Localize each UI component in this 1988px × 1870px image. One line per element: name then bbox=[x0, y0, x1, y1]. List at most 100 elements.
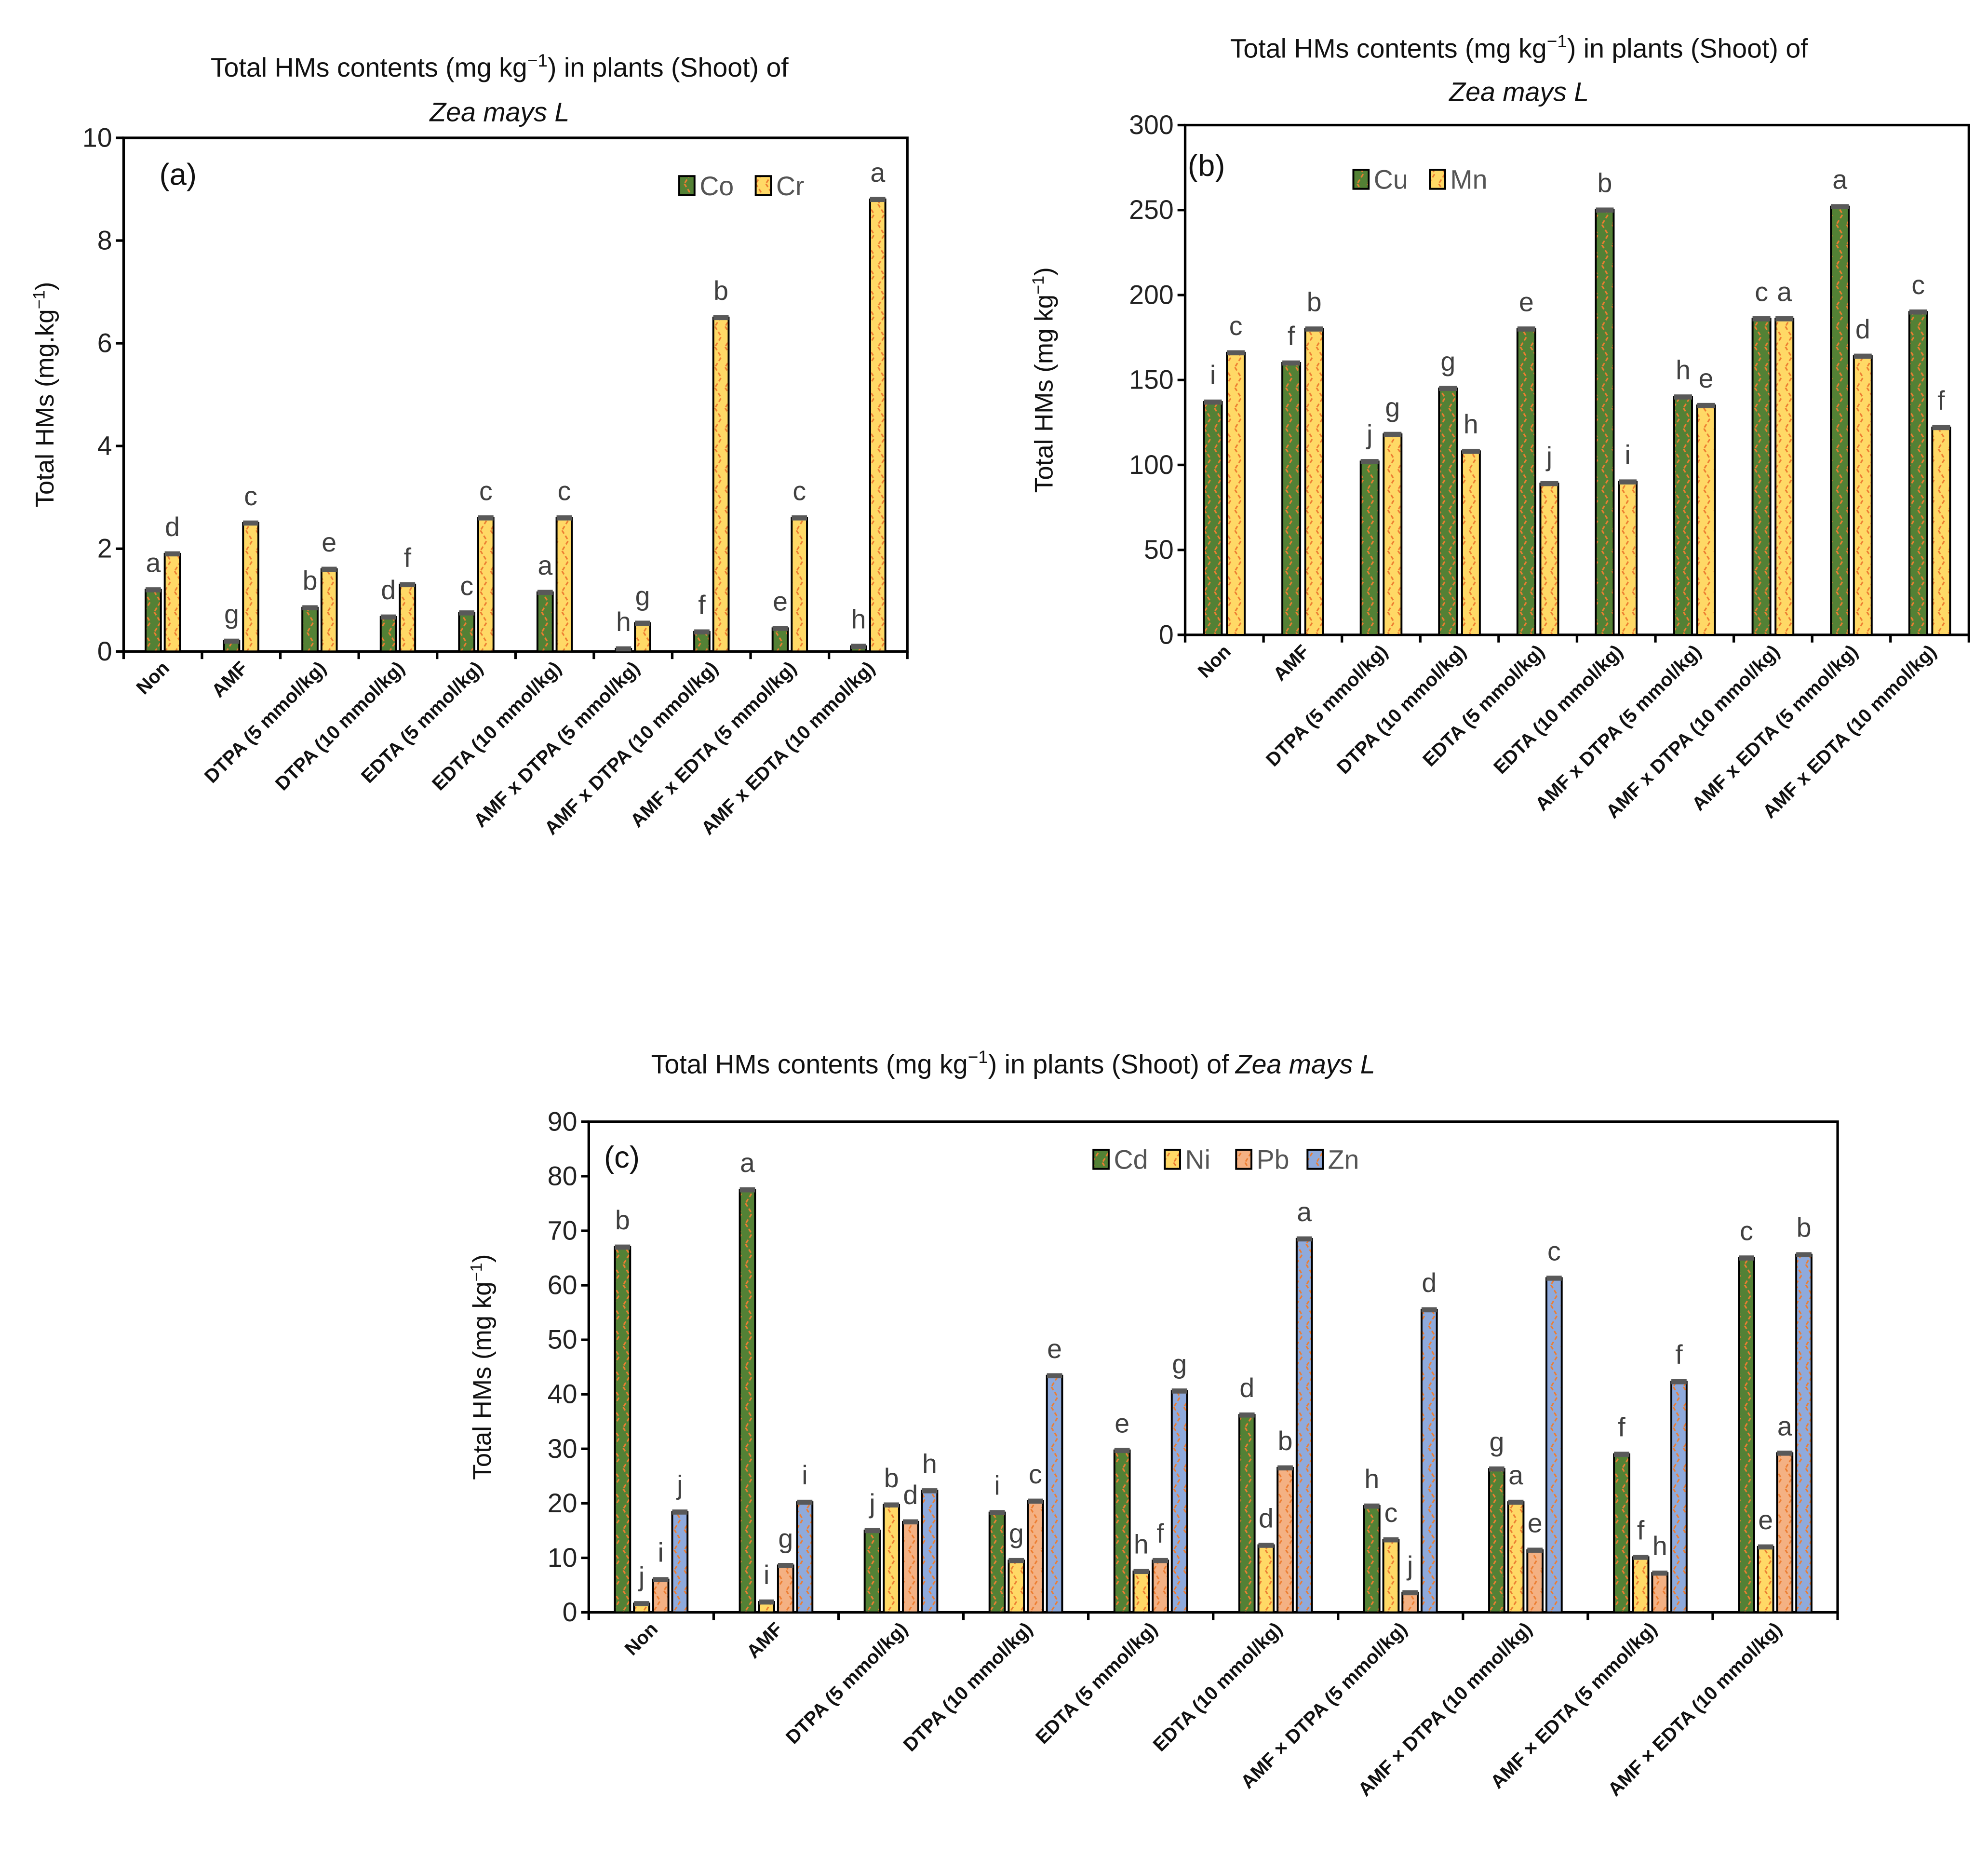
significance-letter: d bbox=[165, 512, 180, 542]
error-bar bbox=[224, 638, 240, 644]
bar-pb bbox=[1776, 1452, 1794, 1614]
plot-area bbox=[587, 1120, 1839, 1614]
error-bar bbox=[616, 646, 631, 652]
error-bar bbox=[1227, 350, 1245, 356]
error-bar bbox=[884, 1502, 900, 1508]
bar-cu bbox=[1830, 205, 1850, 636]
significance-letter: a bbox=[1297, 1197, 1312, 1227]
error-bar bbox=[302, 605, 318, 611]
error-bar bbox=[713, 315, 729, 321]
error-bar bbox=[1633, 1555, 1649, 1560]
error-bar bbox=[1540, 481, 1558, 486]
significance-letter: j bbox=[1406, 1551, 1413, 1581]
significance-letter: h bbox=[922, 1449, 937, 1479]
legend-swatch-zn bbox=[1306, 1148, 1324, 1170]
y-tick-label: 80 bbox=[548, 1161, 578, 1191]
significance-letter: i bbox=[802, 1460, 807, 1490]
significance-letter: g bbox=[1440, 347, 1455, 377]
significance-letter: e bbox=[1115, 1409, 1129, 1439]
bar-zn bbox=[1545, 1277, 1563, 1614]
error-bar bbox=[459, 610, 475, 616]
error-bar bbox=[1171, 1388, 1187, 1394]
error-bar bbox=[672, 1509, 688, 1515]
significance-letter: i bbox=[994, 1471, 1000, 1501]
y-label-superscript: −1 bbox=[30, 290, 49, 309]
x-tick-label: Non bbox=[1194, 641, 1235, 682]
significance-letter: c bbox=[793, 476, 806, 506]
y-tick-label: 50 bbox=[1144, 535, 1174, 565]
chart-title: Total HMs contents (mg kg−1) in plants (… bbox=[211, 50, 789, 82]
bar-mn bbox=[1304, 328, 1324, 636]
y-tick-label: 4 bbox=[97, 431, 112, 461]
bar-cu bbox=[1281, 362, 1302, 636]
bar-pb bbox=[1526, 1549, 1544, 1614]
bar-ni bbox=[1757, 1546, 1774, 1614]
significance-letter: a bbox=[740, 1148, 755, 1178]
x-tick-label: Non bbox=[620, 1618, 662, 1660]
error-bar bbox=[1517, 326, 1535, 332]
significance-letter: e bbox=[1047, 1334, 1062, 1364]
x-tick-label: EDTA (10 mmol/kg) bbox=[428, 658, 565, 795]
significance-letter: g bbox=[1009, 1519, 1024, 1548]
bar-mn bbox=[1383, 433, 1403, 636]
error-bar bbox=[1596, 207, 1614, 213]
y-tick-label: 70 bbox=[548, 1215, 578, 1245]
significance-letter: j bbox=[638, 1561, 645, 1591]
bar-cd bbox=[1738, 1257, 1755, 1614]
bar-ni bbox=[1382, 1539, 1400, 1614]
bar-cr bbox=[320, 568, 338, 653]
error-bar bbox=[1402, 1590, 1418, 1596]
error-bar bbox=[400, 582, 416, 588]
y-tick-label: 100 bbox=[1129, 450, 1174, 480]
significance-letter: h bbox=[851, 605, 866, 634]
significance-letter: d bbox=[903, 1480, 918, 1510]
error-bar bbox=[1546, 1276, 1562, 1281]
bar-zn bbox=[1670, 1381, 1688, 1614]
error-bar bbox=[851, 644, 866, 649]
bar-mn bbox=[1461, 450, 1481, 636]
significance-letter: e bbox=[773, 586, 788, 616]
significance-letter: b bbox=[1598, 168, 1612, 198]
significance-letter: c bbox=[1229, 311, 1243, 341]
y-tick-label: 40 bbox=[548, 1379, 578, 1409]
error-bar bbox=[1758, 1544, 1773, 1550]
bar-ni bbox=[1007, 1560, 1025, 1614]
x-tick-label: Non bbox=[132, 658, 174, 699]
error-bar bbox=[1932, 425, 1950, 431]
error-bar bbox=[1364, 1503, 1380, 1509]
significance-letter: h bbox=[1464, 409, 1478, 439]
legend-swatch-ni bbox=[1164, 1148, 1181, 1170]
bar-cd bbox=[1238, 1414, 1256, 1614]
bar-co bbox=[771, 627, 789, 653]
legend-swatch-mn bbox=[1429, 169, 1446, 190]
bar-cu bbox=[1673, 396, 1693, 636]
bar-mn bbox=[1774, 318, 1795, 636]
bar-cd bbox=[739, 1189, 756, 1614]
chart-b: Total HMs contents (mg kg−1) in plants (… bbox=[1029, 31, 1970, 822]
title-species: Zea mays L bbox=[429, 97, 569, 127]
x-tick-label: AMF bbox=[742, 1618, 787, 1663]
bar-cd bbox=[863, 1529, 881, 1614]
y-label-text: ) bbox=[31, 282, 59, 291]
bar-cd bbox=[1613, 1453, 1630, 1614]
significance-letter: b bbox=[615, 1205, 630, 1235]
error-bar bbox=[380, 614, 396, 620]
legend-label: Cr bbox=[776, 171, 805, 201]
y-label-superscript: −1 bbox=[1029, 276, 1048, 295]
bar-co bbox=[301, 606, 319, 653]
error-bar bbox=[864, 1528, 880, 1534]
significance-letter: f bbox=[1675, 1340, 1683, 1370]
significance-letter: b bbox=[1307, 287, 1322, 317]
significance-letter: e bbox=[1528, 1508, 1543, 1538]
y-axis-label: Total HMs (mg kg−1) bbox=[467, 1254, 497, 1480]
title-superscript: −1 bbox=[1547, 31, 1567, 51]
bar-cr bbox=[634, 622, 651, 653]
significance-letter: h bbox=[1676, 355, 1691, 385]
y-label-text: ) bbox=[468, 1254, 497, 1263]
panel-label: (c) bbox=[604, 1141, 640, 1174]
error-bar bbox=[1028, 1498, 1043, 1504]
error-bar bbox=[1527, 1547, 1543, 1553]
significance-letter: c bbox=[1755, 277, 1768, 307]
error-bar bbox=[772, 626, 788, 631]
bar-mn bbox=[1853, 355, 1873, 636]
